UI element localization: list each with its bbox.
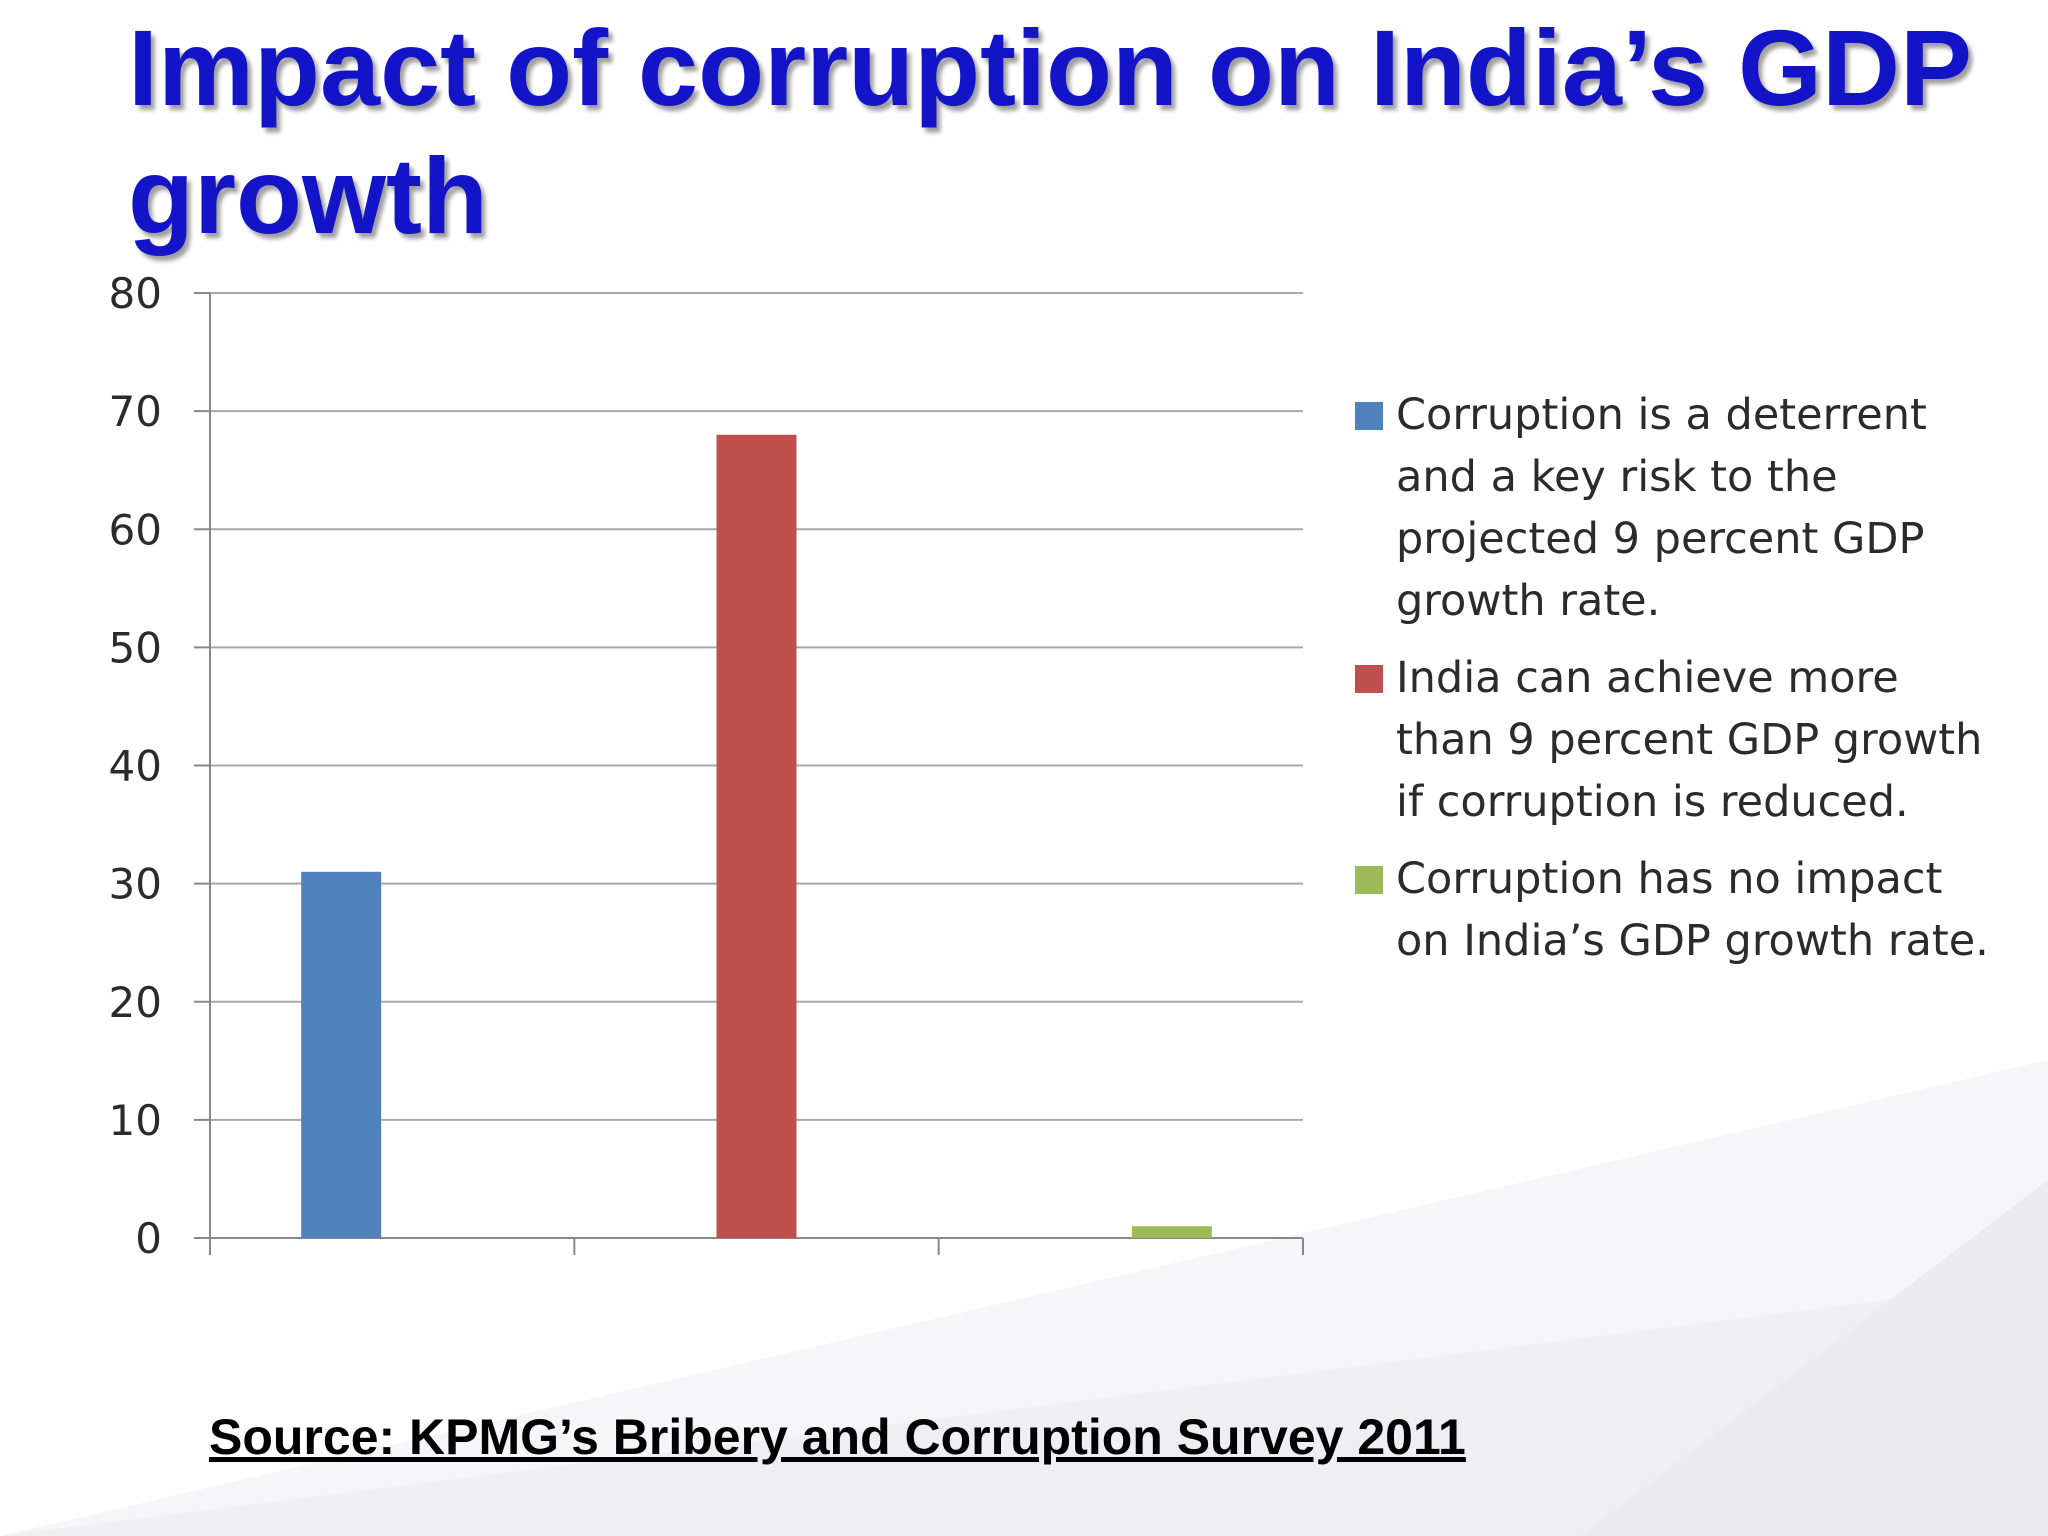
y-tick-label: 30	[109, 860, 162, 909]
bar-series-1	[301, 871, 382, 1238]
legend-label: India can achieve more than 9 percent GD…	[1396, 653, 1983, 827]
y-tick-label: 70	[109, 387, 162, 436]
y-tick-label: 60	[109, 505, 162, 554]
legend-label: Corruption is a deterrent and a key risk…	[1396, 390, 1927, 626]
y-tick-label: 50	[109, 623, 162, 672]
y-tick-label: 80	[109, 269, 162, 318]
y-tick-label: 0	[135, 1214, 162, 1263]
bar-series-3	[1131, 1226, 1212, 1238]
legend-label: Corruption has no impact on India’s GDP …	[1396, 854, 1989, 966]
bar-series-2	[716, 434, 797, 1238]
bars	[301, 434, 1212, 1238]
legend-item-1: Corruption is a deterrent and a key risk…	[1350, 384, 1990, 632]
slide-title: Impact of corruption on India’s GDP grow…	[128, 7, 1971, 256]
chart-legend: Corruption is a deterrent and a key risk…	[1350, 384, 1990, 987]
source-note: Source: KPMG’s Bribery and Corruption Su…	[209, 1409, 1466, 1465]
x-axis	[210, 1237, 1304, 1255]
y-tick-label: 10	[109, 1096, 162, 1145]
legend-item-2: India can achieve more than 9 percent GD…	[1350, 647, 1990, 833]
legend-swatch	[1355, 866, 1383, 894]
y-axis	[194, 292, 211, 1255]
legend-item-3: Corruption has no impact on India’s GDP …	[1350, 848, 1990, 972]
legend-swatch	[1355, 402, 1383, 430]
legend-swatch	[1355, 665, 1383, 693]
y-tick-label: 20	[109, 978, 162, 1027]
y-tick-label: 40	[109, 742, 162, 791]
y-tick-labels: 0 10 20 30 40 50 60 70 80	[109, 269, 162, 1263]
